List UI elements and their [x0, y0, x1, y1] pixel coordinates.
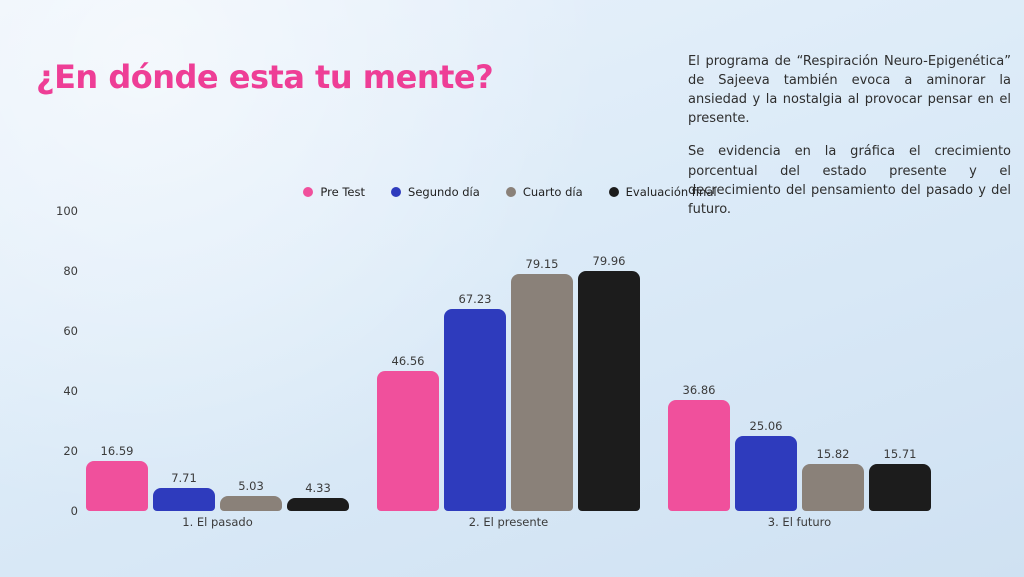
legend-dot-segundo-dia [391, 187, 402, 197]
legend-item-pre-test[interactable]: Pre Test [303, 185, 365, 199]
legend-item-cuarto-dia[interactable]: Cuarto día [505, 185, 583, 199]
bar-group-2-el-presente: 46.56 67.23 79.15 79.96 2. El presente [377, 254, 640, 529]
bar-segundo-dia-3-el-futuro[interactable]: 25.06 [735, 419, 797, 511]
bar-group-3-el-futuro: 36.86 25.06 15.82 15.71 3. El futuro [668, 383, 931, 529]
legend-dot-cuarto-dia [505, 187, 516, 197]
bar-value-label: 15.71 [883, 446, 917, 461]
y-axis-tick-40: 40 [63, 384, 78, 398]
bar-value-label: 36.86 [682, 383, 716, 398]
bar-value-label: 15.82 [816, 446, 850, 461]
side-text-block: El programa de “Respiración Neuro-Epigen… [688, 52, 1011, 233]
bar-value-label: 7.71 [171, 470, 197, 485]
bar-value-label: 4.33 [305, 481, 331, 496]
side-text-paragraph-1: El programa de “Respiración Neuro-Epigen… [688, 54, 1011, 127]
chart-legend: Pre Test Segundo día Cuarto día Evaluación … [86, 184, 934, 200]
legend-dot-pre-test [303, 187, 314, 197]
x-axis-label-2-el-presente: 2. El presente [468, 515, 549, 529]
bar-cuarto-dia-1-el-pasado[interactable]: 5.03 [220, 479, 282, 511]
bar-pre-test-3-el-futuro[interactable]: 36.86 [668, 383, 730, 511]
x-axis-label-3-el-futuro: 3. El futuro [767, 515, 832, 529]
bar-value-label: 46.56 [391, 354, 425, 369]
bar-value-label: 79.15 [525, 256, 559, 271]
side-text-paragraph-2: Se evidencia en la gráfica el crecimient… [688, 144, 1011, 217]
bar-segundo-dia-2-el-presente[interactable]: 67.23 [444, 292, 506, 511]
legend-label: Cuarto día [522, 185, 583, 199]
bar-cuarto-dia-2-el-presente[interactable]: 79.15 [511, 257, 573, 511]
bar-value-label: 79.96 [592, 254, 626, 269]
bar-pre-test-2-el-presente[interactable]: 46.56 [377, 354, 439, 511]
legend-label: Segundo día [408, 185, 480, 199]
legend-item-segundo-dia[interactable]: Segundo día [391, 185, 480, 199]
chart-plot: 0 20 40 60 80 100 16.59 7.71 5.03 4.33 1. El pasad… [56, 204, 934, 529]
page-title: ¿En dónde esta tu mente? [36, 58, 494, 96]
y-axis-tick-80: 80 [63, 264, 78, 278]
y-axis-tick-60: 60 [63, 324, 78, 338]
legend-dot-evaluacion-final [608, 187, 619, 197]
bar-group-1-el-pasado: 16.59 7.71 5.03 4.33 1. El pasado [86, 444, 349, 529]
bar-value-label: 25.06 [749, 418, 783, 433]
bar-pre-test-1-el-pasado[interactable]: 16.59 [86, 444, 148, 511]
legend-label: Evaluación final [625, 185, 717, 199]
bar-evaluacion-final-1-el-pasado[interactable]: 4.33 [287, 481, 349, 511]
x-axis-label-1-el-pasado: 1. El pasado [182, 515, 253, 529]
y-axis-tick-100: 100 [56, 204, 78, 218]
bar-chart: Pre Test Segundo día Cuarto día Evaluación … [56, 184, 934, 529]
bar-segundo-dia-1-el-pasado[interactable]: 7.71 [153, 471, 215, 511]
bar-evaluacion-final-2-el-presente[interactable]: 79.96 [578, 254, 640, 511]
bar-cuarto-dia-3-el-futuro[interactable]: 15.82 [802, 447, 864, 511]
y-axis-tick-20: 20 [63, 444, 78, 458]
bar-value-label: 16.59 [100, 444, 134, 459]
bar-evaluacion-final-3-el-futuro[interactable]: 15.71 [869, 447, 931, 511]
bar-value-label: 67.23 [458, 292, 492, 307]
y-axis-tick-0: 0 [70, 504, 78, 518]
bar-value-label: 5.03 [238, 478, 264, 493]
legend-item-evaluacion-final[interactable]: Evaluación final [608, 185, 717, 199]
legend-label: Pre Test [320, 185, 366, 199]
